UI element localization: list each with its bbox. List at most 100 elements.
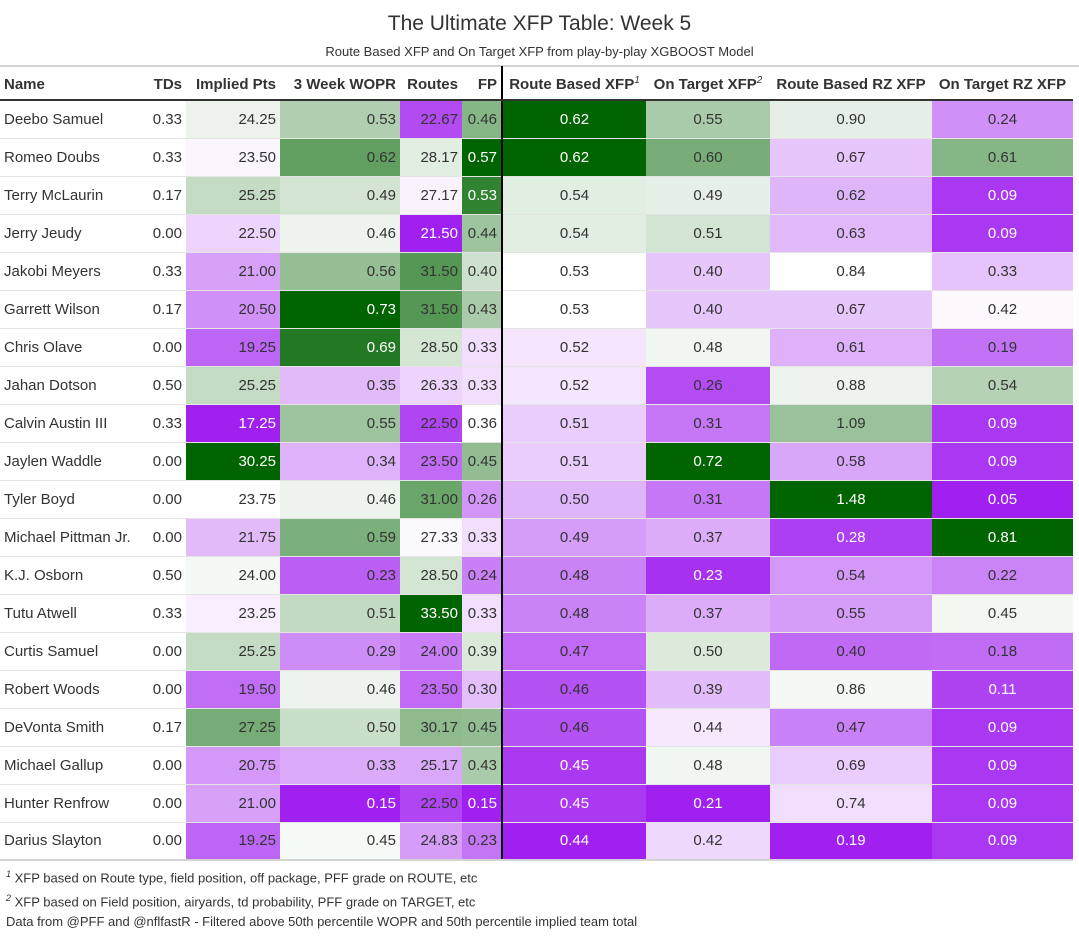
cell-route-xfp: 0.47 — [501, 631, 646, 670]
cell-target-rz-xfp: 0.09 — [932, 783, 1073, 822]
table-row: Darius Slayton 0.00 19.25 0.45 24.83 0.23 0.44… — [0, 821, 1073, 861]
cell-implied-pts: 19.25 — [186, 821, 280, 861]
cell-target-rz-xfp: 0.09 — [932, 745, 1073, 784]
cell-fp: 0.30 — [462, 669, 502, 708]
cell-implied-pts: 22.50 — [186, 213, 280, 252]
table-row: Jakobi Meyers 0.33 21.00 0.56 31.50 0.40 0.53 0… — [0, 251, 1073, 290]
cell-routes: 31.00 — [400, 479, 462, 518]
cell-wopr: 0.62 — [280, 137, 400, 176]
cell-route-rz-xfp: 1.48 — [770, 479, 932, 518]
cell-implied-pts: 25.25 — [186, 365, 280, 404]
cell-routes: 30.17 — [400, 707, 462, 746]
col-header-wopr: 3 Week WOPR — [280, 66, 400, 101]
cell-fp: 0.24 — [462, 555, 502, 594]
cell-tds: 0.33 — [146, 99, 186, 138]
cell-route-rz-xfp: 0.74 — [770, 783, 932, 822]
cell-tds: 0.00 — [146, 479, 186, 518]
cell-route-xfp: 0.52 — [501, 365, 646, 404]
cell-target-rz-xfp: 0.09 — [932, 707, 1073, 746]
cell-target-rz-xfp: 0.22 — [932, 555, 1073, 594]
table-row: Tyler Boyd 0.00 23.75 0.46 31.00 0.26 0.50 0.31… — [0, 479, 1073, 518]
cell-wopr: 0.53 — [280, 99, 400, 138]
cell-target-xfp: 0.44 — [646, 707, 770, 746]
cell-route-rz-xfp: 0.90 — [770, 99, 932, 138]
cell-routes: 22.50 — [400, 403, 462, 442]
cell-target-rz-xfp: 0.11 — [932, 669, 1073, 708]
cell-name: Jakobi Meyers — [0, 251, 146, 290]
cell-fp: 0.15 — [462, 783, 502, 822]
cell-fp: 0.26 — [462, 479, 502, 518]
cell-route-xfp: 0.46 — [501, 669, 646, 708]
cell-name: Calvin Austin III — [0, 403, 146, 442]
cell-route-rz-xfp: 0.84 — [770, 251, 932, 290]
table-row: Jerry Jeudy 0.00 22.50 0.46 21.50 0.44 0.54 0.5… — [0, 213, 1073, 252]
table-body: Deebo Samuel 0.33 24.25 0.53 22.67 0.46 0.62 0.… — [0, 99, 1073, 861]
footnote-mark-1: 1 — [634, 75, 640, 86]
cell-route-rz-xfp: 0.62 — [770, 175, 932, 214]
cell-fp: 0.45 — [462, 441, 502, 480]
table-row: Tutu Atwell 0.33 23.25 0.51 33.50 0.33 0.48 0.3… — [0, 593, 1073, 632]
cell-fp: 0.43 — [462, 745, 502, 784]
cell-route-xfp: 0.51 — [501, 403, 646, 442]
cell-wopr: 0.34 — [280, 441, 400, 480]
cell-route-rz-xfp: 0.67 — [770, 289, 932, 328]
table-title: The Ultimate XFP Table: Week 5 — [387, 12, 692, 35]
cell-routes: 31.50 — [400, 289, 462, 328]
cell-fp: 0.36 — [462, 403, 502, 442]
cell-wopr: 0.59 — [280, 517, 400, 556]
cell-fp: 0.33 — [462, 593, 502, 632]
cell-routes: 27.33 — [400, 517, 462, 556]
cell-name: Tyler Boyd — [0, 479, 146, 518]
cell-implied-pts: 21.75 — [186, 517, 280, 556]
cell-name: Terry McLaurin — [0, 175, 146, 214]
cell-wopr: 0.46 — [280, 213, 400, 252]
table-row: Deebo Samuel 0.33 24.25 0.53 22.67 0.46 0.62 0.… — [0, 99, 1073, 138]
cell-route-xfp: 0.53 — [501, 289, 646, 328]
cell-route-xfp: 0.50 — [501, 479, 646, 518]
cell-target-rz-xfp: 0.54 — [932, 365, 1073, 404]
col-header-name: Name — [0, 66, 146, 101]
cell-target-xfp: 0.50 — [646, 631, 770, 670]
table-row: Robert Woods 0.00 19.50 0.46 23.50 0.30 0.46 0.… — [0, 669, 1073, 708]
source-note: Data from @PFF and @nflfastR - Filtered … — [6, 914, 638, 929]
table-row: Michael Pittman Jr. 0.00 21.75 0.59 27.33 0.3… — [0, 517, 1073, 556]
cell-route-rz-xfp: 0.28 — [770, 517, 932, 556]
cell-routes: 28.50 — [400, 555, 462, 594]
col-header-target-xfp: On Target XFP2 — [646, 66, 770, 101]
cell-implied-pts: 17.25 — [186, 403, 280, 442]
cell-target-rz-xfp: 0.42 — [932, 289, 1073, 328]
col-header-route-rz-xfp: Route Based RZ XFP — [770, 66, 932, 101]
cell-target-xfp: 0.21 — [646, 783, 770, 822]
cell-name: K.J. Osborn — [0, 555, 146, 594]
cell-tds: 0.00 — [146, 213, 186, 252]
cell-name: Hunter Renfrow — [0, 783, 146, 822]
cell-routes: 23.50 — [400, 669, 462, 708]
cell-wopr: 0.49 — [280, 175, 400, 214]
cell-route-xfp: 0.53 — [501, 251, 646, 290]
cell-fp: 0.45 — [462, 707, 502, 746]
cell-target-xfp: 0.31 — [646, 479, 770, 518]
cell-routes: 28.17 — [400, 137, 462, 176]
cell-name: Garrett Wilson — [0, 289, 146, 328]
table-row: DeVonta Smith 0.17 27.25 0.50 30.17 0.45 0.46 0… — [0, 707, 1073, 746]
cell-wopr: 0.55 — [280, 403, 400, 442]
cell-implied-pts: 19.50 — [186, 669, 280, 708]
cell-implied-pts: 23.50 — [186, 137, 280, 176]
header-row: Name TDs Implied Pts 3 Week WOPR Routes … — [0, 66, 1073, 101]
cell-routes: 28.50 — [400, 327, 462, 366]
table-row: Romeo Doubs 0.33 23.50 0.62 28.17 0.57 0.62 0.6… — [0, 137, 1073, 176]
table-row: Garrett Wilson 0.17 20.50 0.73 31.50 0.43 0.53… — [0, 289, 1073, 328]
cell-tds: 0.17 — [146, 289, 186, 328]
cell-wopr: 0.33 — [280, 745, 400, 784]
cell-target-rz-xfp: 0.05 — [932, 479, 1073, 518]
cell-target-rz-xfp: 0.09 — [932, 403, 1073, 442]
cell-route-rz-xfp: 0.69 — [770, 745, 932, 784]
cell-routes: 33.50 — [400, 593, 462, 632]
col-header-route-xfp: Route Based XFP1 — [501, 66, 646, 101]
cell-route-xfp: 0.44 — [501, 821, 646, 861]
cell-route-xfp: 0.46 — [501, 707, 646, 746]
col-header-fp: FP — [462, 66, 502, 101]
cell-target-rz-xfp: 0.81 — [932, 517, 1073, 556]
cell-route-xfp: 0.48 — [501, 593, 646, 632]
